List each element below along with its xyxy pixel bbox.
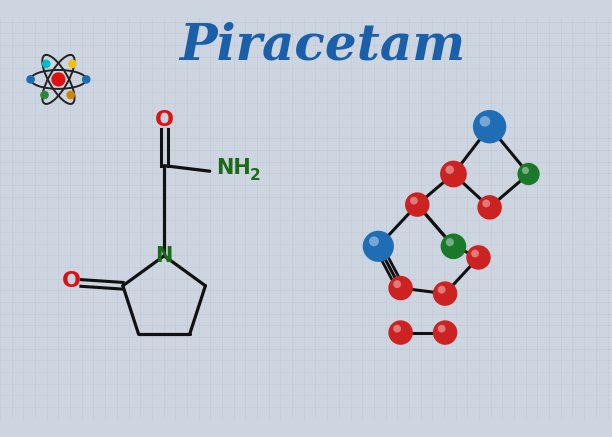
- Circle shape: [69, 60, 76, 67]
- Circle shape: [41, 91, 48, 99]
- Text: O: O: [155, 110, 174, 130]
- Circle shape: [438, 286, 446, 294]
- Circle shape: [433, 320, 457, 345]
- Circle shape: [389, 276, 413, 300]
- Text: 2: 2: [250, 168, 261, 183]
- Circle shape: [433, 281, 457, 306]
- Circle shape: [27, 76, 34, 83]
- Circle shape: [477, 195, 502, 220]
- Circle shape: [67, 91, 74, 99]
- Circle shape: [446, 166, 454, 174]
- Text: NH: NH: [217, 159, 251, 178]
- Circle shape: [43, 60, 50, 67]
- Circle shape: [441, 233, 466, 259]
- Circle shape: [522, 167, 529, 174]
- Text: Piracetam: Piracetam: [180, 21, 466, 70]
- Circle shape: [394, 280, 401, 288]
- Circle shape: [480, 116, 490, 127]
- Circle shape: [410, 197, 418, 205]
- Circle shape: [405, 192, 430, 217]
- Circle shape: [389, 320, 413, 345]
- Circle shape: [446, 238, 454, 246]
- Circle shape: [517, 163, 540, 185]
- Circle shape: [52, 73, 65, 86]
- Circle shape: [438, 325, 446, 333]
- Circle shape: [394, 325, 401, 333]
- Circle shape: [363, 231, 394, 262]
- Circle shape: [471, 250, 479, 257]
- Circle shape: [482, 200, 490, 208]
- Circle shape: [440, 161, 467, 187]
- Circle shape: [369, 236, 379, 246]
- Circle shape: [466, 245, 491, 270]
- Circle shape: [473, 110, 506, 143]
- Circle shape: [83, 76, 90, 83]
- Text: N: N: [155, 246, 173, 266]
- Text: O: O: [62, 271, 81, 291]
